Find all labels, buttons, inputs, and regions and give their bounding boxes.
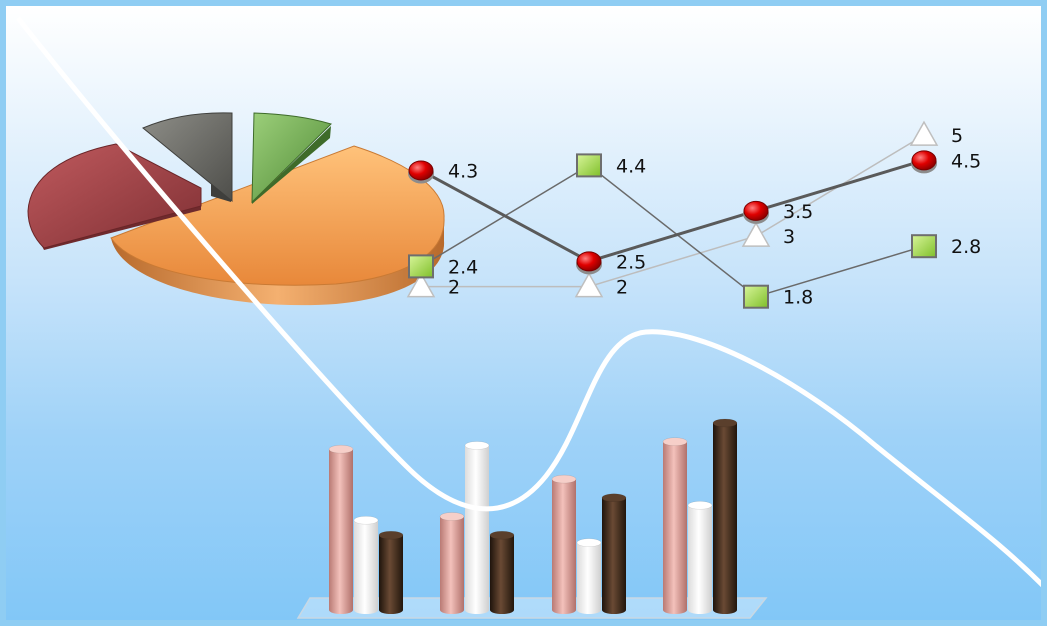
data-label: 3.5 — [783, 201, 813, 223]
bar — [329, 449, 353, 610]
bar-base — [713, 606, 737, 614]
data-label: 2.5 — [616, 251, 646, 273]
series-circle-line — [420, 158, 925, 263]
bar-base — [465, 606, 489, 614]
pie-slice-green — [251, 112, 332, 204]
bar-top — [576, 538, 602, 547]
point-triangle — [406, 272, 436, 298]
pie-slice-red — [27, 143, 202, 249]
bar-top — [712, 418, 738, 428]
data-label: 2 — [616, 277, 628, 299]
bar — [577, 542, 601, 610]
point-circle — [911, 150, 937, 171]
bar-base — [552, 606, 576, 614]
line-chart: 2 2 3 5 2.4 4.4 1.8 2.8 4.3 2.5 3.5 4.5 — [406, 120, 981, 309]
point-triangle — [741, 221, 771, 247]
bar-chart — [328, 418, 738, 614]
pie-slice-green-side — [252, 126, 331, 204]
series-square-line — [420, 164, 925, 298]
bar — [663, 441, 687, 610]
bar-top — [464, 441, 490, 450]
bar-base — [688, 606, 712, 614]
data-label: 4.5 — [951, 150, 981, 172]
bar — [552, 479, 576, 610]
bar-top — [489, 530, 515, 540]
point-circle — [743, 200, 769, 221]
point-square — [576, 153, 602, 178]
bar-top — [687, 501, 713, 510]
point-circle — [408, 160, 434, 181]
bar — [379, 535, 403, 610]
point-circle — [576, 251, 602, 272]
data-label: 4.4 — [616, 155, 646, 177]
pie-slice-orange-side — [111, 216, 445, 306]
bar-top — [328, 444, 354, 454]
data-label: 2.4 — [448, 256, 478, 278]
point-square — [743, 284, 769, 309]
data-label: 3 — [783, 226, 795, 248]
point-square — [911, 234, 937, 259]
pie-chart — [27, 112, 445, 306]
data-label: 4.3 — [448, 160, 478, 182]
bar — [465, 445, 489, 610]
bar-base — [354, 606, 378, 614]
bar-base — [379, 606, 403, 614]
bar — [713, 423, 737, 610]
bar-base — [329, 606, 353, 614]
pie-slice-gray — [142, 112, 233, 203]
bar — [688, 505, 712, 610]
bar-top — [551, 474, 577, 484]
data-label: 2.8 — [951, 236, 981, 258]
bar-top — [601, 493, 627, 503]
bar-base — [577, 606, 601, 614]
chart-svg: 2 2 3 5 2.4 4.4 1.8 2.8 4.3 2.5 3.5 4.5 — [16, 16, 1041, 619]
bar-base — [602, 606, 626, 614]
point-triangle — [909, 120, 939, 146]
bar-chart-floor — [296, 597, 768, 619]
bar — [354, 520, 378, 610]
data-label: 1.8 — [783, 287, 813, 309]
bar-top — [439, 512, 465, 521]
bar-top — [378, 530, 404, 540]
decorative-curve — [16, 16, 1041, 588]
bar-base — [440, 606, 464, 614]
data-label: 5 — [951, 125, 963, 147]
bar-base — [663, 606, 687, 614]
bar — [440, 516, 464, 610]
bar-top — [353, 515, 379, 525]
bar — [602, 497, 626, 610]
point-square — [408, 254, 434, 279]
bar-top — [662, 437, 688, 446]
point-triangle — [574, 272, 604, 298]
bar-base — [490, 606, 514, 614]
data-label: 2 — [448, 277, 460, 299]
bar — [490, 535, 514, 610]
